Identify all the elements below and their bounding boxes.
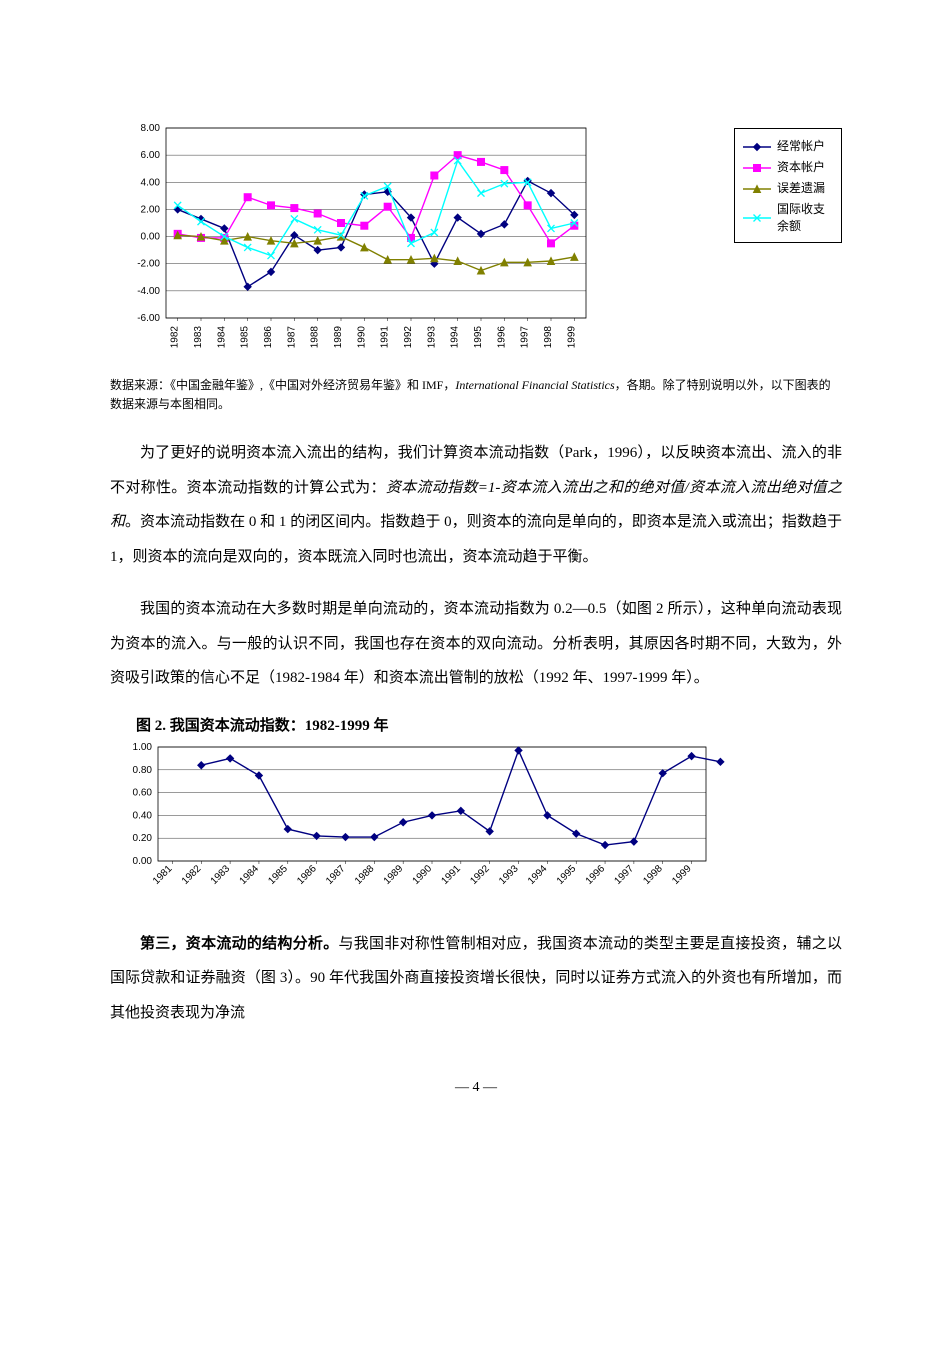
svg-text:1993: 1993 xyxy=(426,326,437,349)
svg-text:0.20: 0.20 xyxy=(133,833,153,844)
chart-2-container: 0.00 0.20 0.40 0.60 0.80 1.00 1981198219831984… xyxy=(110,741,842,911)
source-prefix: 数据来源：《中国金融年鉴》,《中国对外经济贸易年鉴》和 IMF， xyxy=(110,378,455,392)
legend-item: 资本帐户 xyxy=(743,158,833,175)
figure-2-title: 图 2. 我国资本流动指数：1982-1999 年 xyxy=(136,714,842,735)
para1-t2: 。资本流动指数在 0 和 1 的闭区间内。指数趋于 0，则资本的流向是单向的，即… xyxy=(110,514,842,565)
legend-label: 经常帐户 xyxy=(777,137,825,154)
svg-text:1985: 1985 xyxy=(266,863,290,887)
page-number: — 4 — xyxy=(110,1080,842,1096)
svg-text:1995: 1995 xyxy=(473,326,484,349)
svg-text:1993: 1993 xyxy=(497,863,521,887)
svg-text:0.40: 0.40 xyxy=(133,810,153,821)
paragraph-3: 第三，资本流动的结构分析。与我国非对称性管制相对应，我国资本流动的类型主要是直接… xyxy=(110,927,842,1031)
svg-text:1987: 1987 xyxy=(324,863,348,887)
svg-text:1996: 1996 xyxy=(496,326,507,349)
source-italic: International Financial Statistics xyxy=(455,378,614,392)
svg-text:-6.00: -6.00 xyxy=(137,313,160,324)
legend-label: 国际收支余额 xyxy=(777,200,833,234)
chart-1: -6.00 -4.00 -2.00 0.00 2.00 4.00 6.00 8.00 1982 1… xyxy=(110,120,730,360)
svg-text:1991: 1991 xyxy=(380,326,391,349)
svg-text:1988: 1988 xyxy=(310,326,321,349)
svg-text:1985: 1985 xyxy=(240,326,251,349)
svg-text:2.00: 2.00 xyxy=(141,204,161,215)
svg-text:1983: 1983 xyxy=(193,326,204,349)
svg-text:1982: 1982 xyxy=(170,326,181,349)
chart-2: 0.00 0.20 0.40 0.60 0.80 1.00 1981198219831984… xyxy=(110,741,730,911)
svg-text:1994: 1994 xyxy=(450,326,461,349)
svg-text:1983: 1983 xyxy=(209,863,233,887)
svg-text:1989: 1989 xyxy=(382,863,406,887)
svg-text:1986: 1986 xyxy=(295,863,319,887)
svg-text:4.00: 4.00 xyxy=(141,177,161,188)
data-source-note: 数据来源：《中国金融年鉴》,《中国对外经济贸易年鉴》和 IMF，Internat… xyxy=(110,376,842,414)
legend-item: 经常帐户 xyxy=(743,137,833,154)
svg-text:0.80: 0.80 xyxy=(133,765,153,776)
svg-text:-2.00: -2.00 xyxy=(137,259,160,270)
legend-item: 国际收支余额 xyxy=(743,200,833,234)
svg-text:1990: 1990 xyxy=(411,863,435,887)
para3-bold: 第三，资本流动的结构分析。 xyxy=(140,936,338,952)
svg-text:1988: 1988 xyxy=(353,863,377,887)
svg-text:1997: 1997 xyxy=(520,326,531,349)
chart-1-container: -6.00 -4.00 -2.00 0.00 2.00 4.00 6.00 8.00 1982 1… xyxy=(110,120,842,360)
svg-text:1987: 1987 xyxy=(286,326,297,349)
svg-text:6.00: 6.00 xyxy=(141,150,161,161)
svg-text:1986: 1986 xyxy=(263,326,274,349)
svg-text:1999: 1999 xyxy=(566,326,577,349)
svg-text:8.00: 8.00 xyxy=(141,123,161,134)
svg-text:-4.00: -4.00 xyxy=(137,286,160,297)
svg-text:0.60: 0.60 xyxy=(133,787,153,798)
svg-text:1995: 1995 xyxy=(555,863,579,887)
svg-text:1997: 1997 xyxy=(613,863,637,887)
legend-label: 资本帐户 xyxy=(777,158,825,175)
svg-text:1982: 1982 xyxy=(180,863,204,887)
svg-text:1999: 1999 xyxy=(670,863,694,887)
legend-label: 误差遗漏 xyxy=(777,179,825,196)
svg-text:1989: 1989 xyxy=(333,326,344,349)
svg-text:1996: 1996 xyxy=(584,863,608,887)
legend-item: 误差遗漏 xyxy=(743,179,833,196)
svg-text:1984: 1984 xyxy=(238,863,262,887)
svg-text:1998: 1998 xyxy=(543,326,554,349)
svg-text:0.00: 0.00 xyxy=(133,856,153,867)
svg-text:1992: 1992 xyxy=(403,326,414,349)
svg-text:1990: 1990 xyxy=(356,326,367,349)
svg-text:1981: 1981 xyxy=(151,863,175,887)
svg-text:1991: 1991 xyxy=(439,863,463,887)
svg-text:1984: 1984 xyxy=(216,326,227,349)
paragraph-2: 我国的资本流动在大多数时期是单向流动的，资本流动指数为 0.2—0.5（如图 2… xyxy=(110,592,842,696)
svg-text:0.00: 0.00 xyxy=(141,232,161,243)
svg-text:1994: 1994 xyxy=(526,863,550,887)
svg-text:1998: 1998 xyxy=(641,863,665,887)
svg-text:1992: 1992 xyxy=(468,863,492,887)
chart-1-legend: 经常帐户资本帐户误差遗漏国际收支余额 xyxy=(734,128,842,243)
paragraph-1: 为了更好的说明资本流入流出的结构，我们计算资本流动指数（Park，1996），以… xyxy=(110,436,842,574)
svg-text:1.00: 1.00 xyxy=(133,742,153,753)
